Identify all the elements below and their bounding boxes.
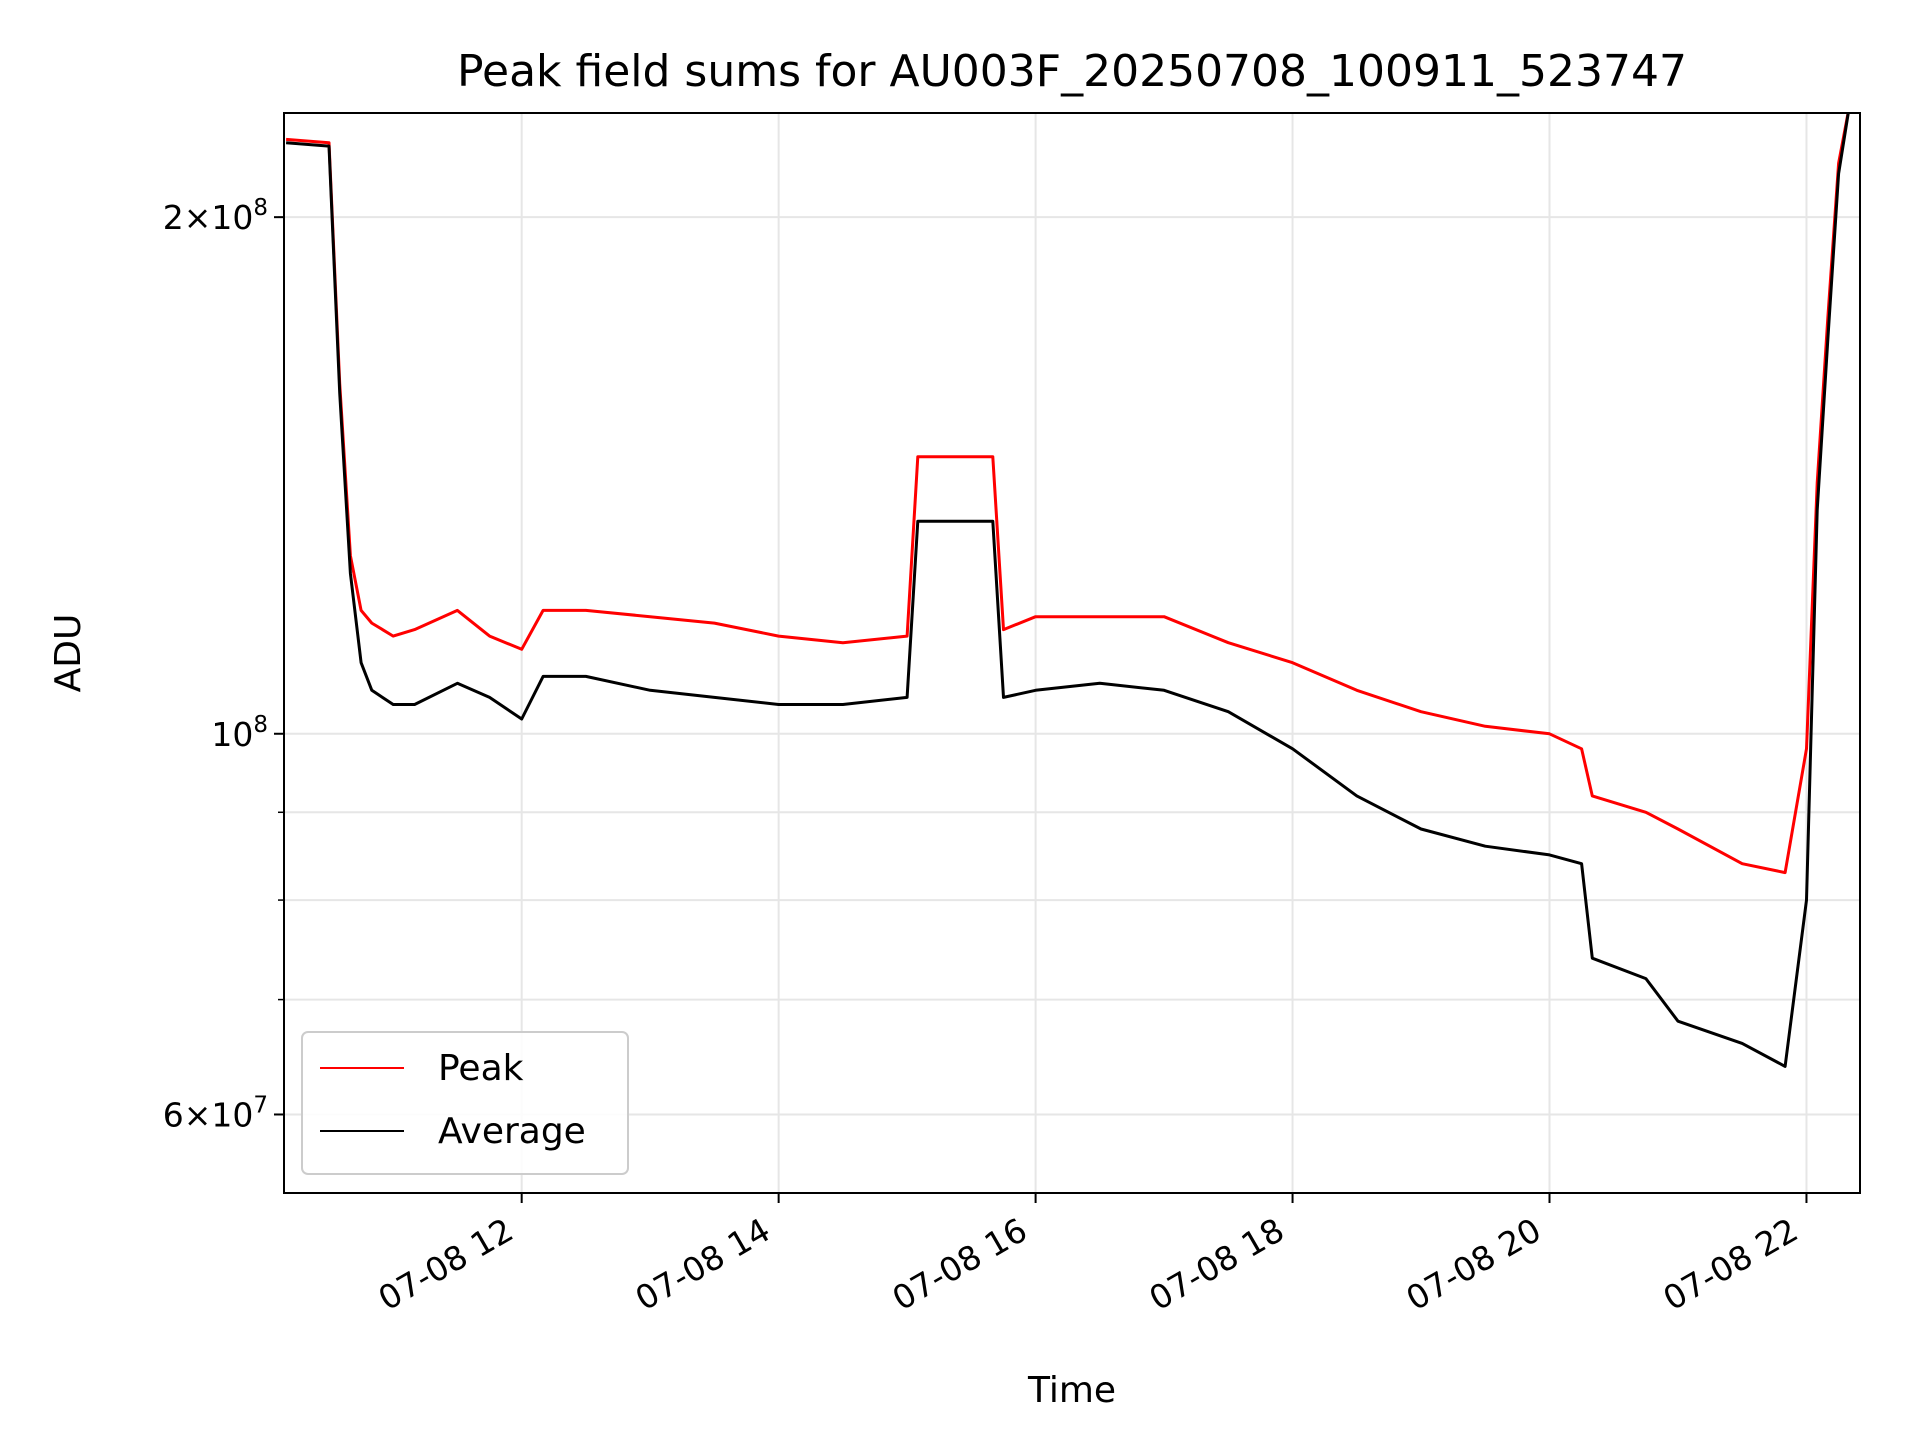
y-tick-label: 6×107: [163, 1092, 268, 1134]
y-tick-base: 10: [211, 198, 253, 237]
y-axis-label: ADU: [48, 614, 89, 693]
x-tick-label: 07-08 20: [1400, 1210, 1548, 1318]
x-tick-label: 07-08 14: [629, 1210, 777, 1318]
legend-label-peak: Peak: [438, 1048, 524, 1089]
y-tick-base: 10: [211, 1095, 253, 1134]
plot-frame: [283, 112, 1861, 1194]
grid: [284, 113, 1860, 1193]
y-tick-exponent: 8: [253, 195, 268, 221]
legend: Peak Average: [301, 1031, 629, 1175]
chart-title: Peak field sums for AU003F_20250708_1009…: [457, 46, 1687, 97]
x-ticks: 07-08 12 07-08 14 07-08 16 07-08 18 07-08 20…: [372, 1193, 1808, 1318]
series-layer: [285, 113, 1850, 1068]
x-axis-label: Time: [1027, 1370, 1116, 1411]
y-tick-times: ×: [184, 198, 212, 237]
y-tick-mantissa: 6: [163, 1095, 184, 1134]
y-tick-exponent: 7: [253, 1092, 268, 1118]
y-tick-times: ×: [184, 1095, 212, 1134]
y-tick-exponent: 8: [253, 712, 268, 738]
plot-area-background: [284, 113, 1860, 1193]
y-tick-base: 10: [211, 715, 253, 754]
x-tick-label: 07-08 22: [1656, 1210, 1804, 1318]
x-tick-label: 07-08 16: [886, 1210, 1034, 1318]
y-tick-mantissa: 2: [163, 198, 184, 237]
x-tick-label: 07-08 12: [372, 1210, 520, 1318]
x-tick-label: 07-08 18: [1143, 1210, 1291, 1318]
y-tick-label: 108: [211, 712, 268, 754]
legend-label-average: Average: [438, 1111, 586, 1152]
y-tick-label: 2×108: [163, 195, 268, 237]
